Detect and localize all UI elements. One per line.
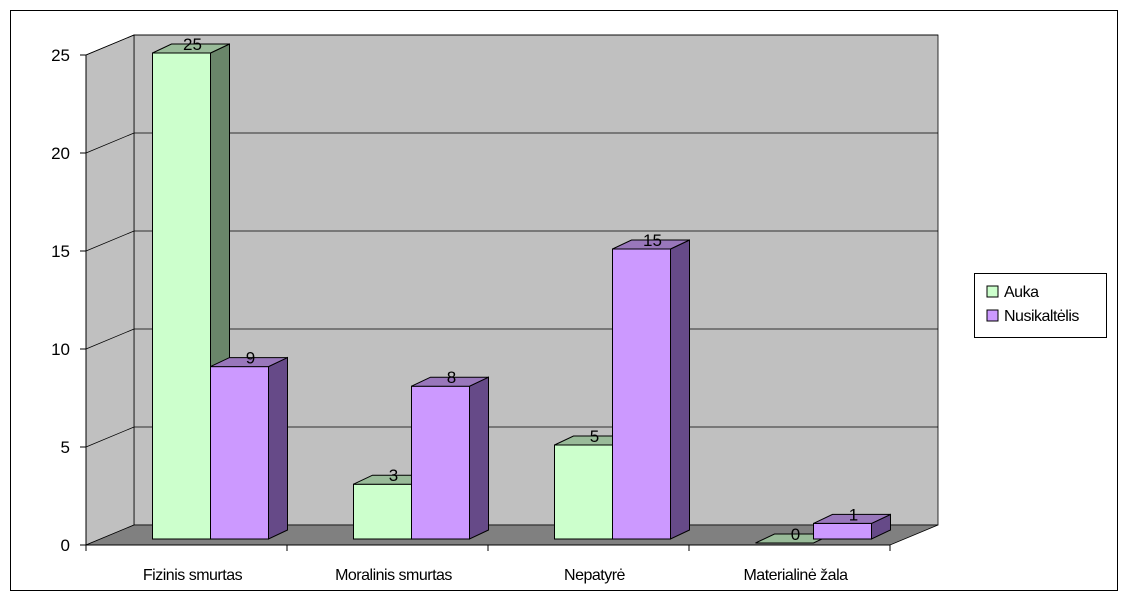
bar-top [210, 357, 288, 368]
data-label: 15 [643, 231, 662, 250]
bar-nusikalt-lis-1: 9 [210, 349, 288, 540]
bar-side [670, 239, 690, 540]
y-tick-label: 25 [51, 46, 70, 65]
bar-front [411, 385, 470, 540]
bar-top [813, 513, 891, 524]
bar-front [813, 522, 872, 540]
x-tick-label: Materialinė žala [743, 567, 848, 584]
data-label: 3 [389, 466, 398, 485]
bar-top [152, 43, 230, 54]
x-tick-label: Nepatyrė [564, 567, 626, 584]
x-tick-label: Moralinis smurtas [335, 567, 452, 584]
legend-swatch [986, 309, 999, 322]
data-label: 9 [246, 349, 255, 368]
bar-top [612, 239, 690, 250]
data-label: 0 [791, 525, 800, 544]
legend-box [974, 273, 1107, 338]
bar-side [469, 376, 489, 540]
data-label: 25 [183, 35, 202, 54]
bar-side [268, 356, 288, 540]
x-tick-label: Fizinis smurtas [143, 567, 243, 584]
bar-top [411, 376, 489, 387]
bar-nusikalt-lis-2: 8 [411, 368, 489, 540]
y-tick-label: 10 [51, 340, 70, 359]
gridline [85, 230, 938, 252]
legend-label: Nusikaltėlis [1004, 308, 1079, 325]
data-label: 1 [849, 505, 858, 524]
gridline [85, 132, 938, 154]
bar-nusikalt-lis-4: 1 [813, 505, 891, 540]
y-tick-label: 20 [51, 144, 70, 163]
y-tick-label: 0 [61, 536, 70, 555]
legend: Auka Nusikaltėlis [974, 273, 1107, 338]
y-tick-label: 5 [61, 438, 70, 457]
legend-swatch [986, 285, 999, 298]
bar-front [152, 52, 211, 540]
data-label: 5 [590, 427, 599, 446]
bar-nusikalt-lis-3: 15 [612, 231, 690, 540]
data-label: 8 [447, 368, 456, 387]
bar-front [353, 483, 412, 540]
side-wall [85, 34, 135, 546]
gridline [85, 34, 938, 56]
bar-front [210, 366, 269, 540]
legend-label: Auka [1004, 284, 1039, 301]
bar-front [612, 248, 671, 540]
bar-front [554, 444, 613, 540]
y-tick-label: 15 [51, 242, 70, 261]
